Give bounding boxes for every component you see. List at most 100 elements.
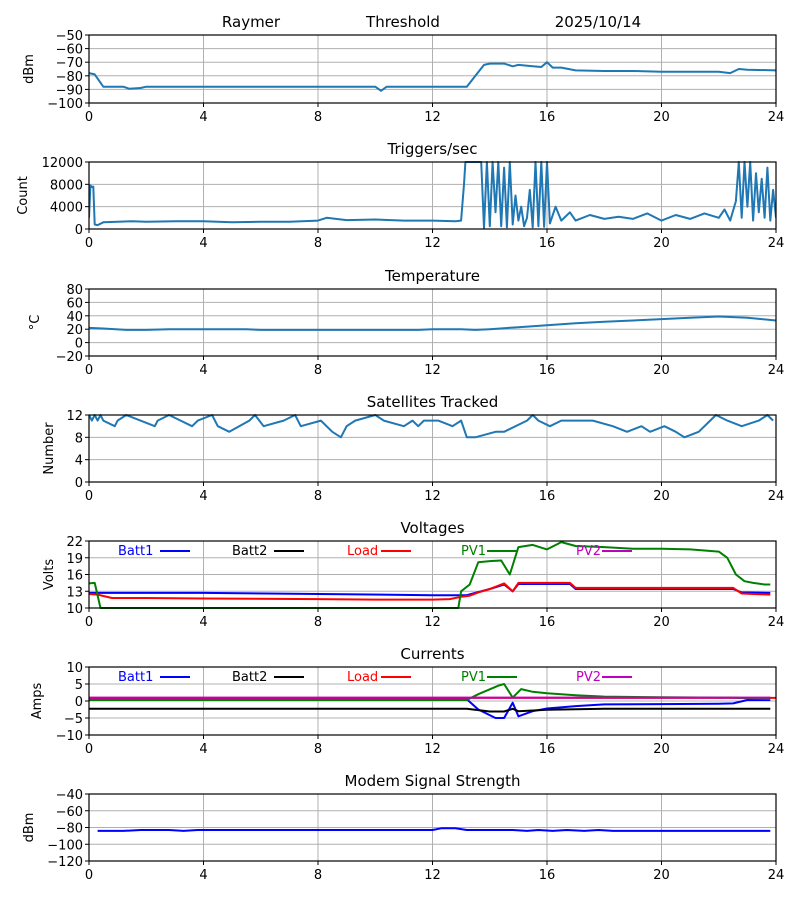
- y-tick-label: −60: [56, 805, 83, 820]
- y-tick-label: 0: [75, 476, 83, 491]
- y-tick-label: 0: [75, 223, 83, 238]
- y-tick-label: 8: [75, 431, 83, 446]
- x-tick-label: 16: [539, 615, 556, 630]
- chart-title: Modem Signal Strength: [345, 772, 521, 790]
- x-tick-label: 16: [539, 363, 556, 378]
- series-threshold-threshold: [89, 61, 776, 92]
- x-tick-label: 8: [314, 868, 322, 883]
- series-voltages-pv1: [89, 541, 771, 609]
- x-tick-label: 0: [85, 615, 93, 630]
- y-tick-label: −80: [56, 70, 83, 85]
- x-tick-label: 8: [314, 110, 322, 125]
- panel-threshold: 0 4 8 12 16 20 24 −50−60−70−80−90−100 dBm: [22, 29, 784, 125]
- legend-label: PV2: [576, 544, 601, 559]
- x-tick-label: 12: [424, 615, 441, 630]
- x-tick-label: 20: [653, 742, 670, 757]
- x-tick-label: 0: [85, 868, 93, 883]
- y-tick-label: 40: [66, 310, 83, 325]
- x-tick-label: 4: [199, 868, 207, 883]
- x-tick-label: 20: [653, 615, 670, 630]
- y-tick-label: 19: [66, 552, 83, 567]
- chart-title: Triggers/sec: [387, 140, 478, 158]
- y-tick-label: −70: [56, 56, 83, 71]
- legend-label: Load: [347, 670, 378, 685]
- y-tick-label: −5: [64, 712, 83, 727]
- y-tick-label: −60: [56, 43, 83, 58]
- x-tick-label: 20: [653, 489, 670, 504]
- series-temperature-temperature: [89, 315, 776, 331]
- legend-label: Load: [347, 544, 378, 559]
- series-satellites-satellites: [89, 414, 774, 439]
- x-tick-label: 0: [85, 489, 93, 504]
- chart-title: Voltages: [400, 519, 464, 537]
- x-tick-label: 24: [768, 363, 785, 378]
- x-tick-label: 12: [424, 236, 441, 251]
- x-tick-label: 0: [85, 236, 93, 251]
- x-tick-label: 24: [768, 742, 785, 757]
- y-axis-label: Count: [16, 176, 31, 215]
- y-tick-label: 16: [66, 569, 83, 584]
- y-tick-label: −120: [47, 855, 83, 870]
- y-tick-label: 80: [66, 283, 83, 298]
- x-tick-label: 12: [424, 868, 441, 883]
- header-mode: Threshold: [365, 13, 440, 31]
- series-triggers-triggers: [89, 161, 776, 229]
- y-tick-label: 12000: [42, 156, 83, 171]
- x-tick-label: 0: [85, 742, 93, 757]
- x-tick-label: 16: [539, 868, 556, 883]
- x-tick-label: 12: [424, 110, 441, 125]
- x-tick-label: 4: [199, 615, 207, 630]
- x-tick-label: 16: [539, 489, 556, 504]
- y-tick-label: −80: [56, 822, 83, 837]
- y-tick-label: −100: [47, 97, 83, 112]
- legend-label: Batt1: [118, 544, 153, 559]
- y-tick-label: −10: [56, 729, 83, 744]
- y-tick-label: −40: [56, 788, 83, 803]
- header-station: Raymer: [222, 13, 281, 31]
- y-axis-label: dBm: [22, 813, 37, 843]
- y-tick-label: −50: [56, 29, 83, 44]
- x-tick-label: 20: [653, 110, 670, 125]
- y-tick-label: 20: [66, 323, 83, 338]
- x-tick-label: 12: [424, 489, 441, 504]
- x-tick-label: 12: [424, 363, 441, 378]
- y-tick-label: 4000: [50, 201, 83, 216]
- x-tick-label: 4: [199, 742, 207, 757]
- y-axis-label: dBm: [22, 54, 37, 84]
- header-date: 2025/10/14: [555, 13, 641, 31]
- y-tick-label: 4: [75, 454, 83, 469]
- x-tick-label: 8: [314, 363, 322, 378]
- legend-label: PV1: [461, 544, 486, 559]
- x-tick-label: 20: [653, 868, 670, 883]
- x-tick-label: 20: [653, 363, 670, 378]
- x-tick-label: 4: [199, 236, 207, 251]
- x-tick-label: 4: [199, 363, 207, 378]
- y-tick-label: 12: [66, 409, 83, 424]
- x-tick-label: 24: [768, 615, 785, 630]
- legend-label: Batt2: [232, 544, 267, 559]
- y-tick-label: 10: [66, 602, 83, 617]
- series-currents-batt2: [89, 707, 771, 713]
- y-axis-label: Amps: [30, 682, 45, 719]
- panel-modem: 0 4 8 12 16 20 24 −40 −60 −80−100 −120 Modem Signal…: [22, 772, 784, 883]
- x-tick-label: 0: [85, 110, 93, 125]
- series-voltages-batt1: [89, 583, 771, 597]
- legend-label: Batt1: [118, 670, 153, 685]
- y-tick-label: 60: [66, 296, 83, 311]
- chart-title: Temperature: [384, 267, 480, 285]
- y-tick-label: 22: [66, 535, 83, 550]
- y-tick-label: −100: [47, 838, 83, 853]
- panel-satellites: 0 4 8 12 16 20 24 12 8 4 0 Satellites Tracked Number: [42, 393, 784, 504]
- x-tick-label: 16: [539, 110, 556, 125]
- x-tick-label: 16: [539, 742, 556, 757]
- x-tick-label: 0: [85, 363, 93, 378]
- y-axis-label: Number: [42, 422, 57, 475]
- x-tick-label: 8: [314, 742, 322, 757]
- y-tick-label: −90: [56, 83, 83, 98]
- x-tick-label: 20: [653, 236, 670, 251]
- y-tick-label: 8000: [50, 178, 83, 193]
- y-tick-label: 0: [75, 337, 83, 352]
